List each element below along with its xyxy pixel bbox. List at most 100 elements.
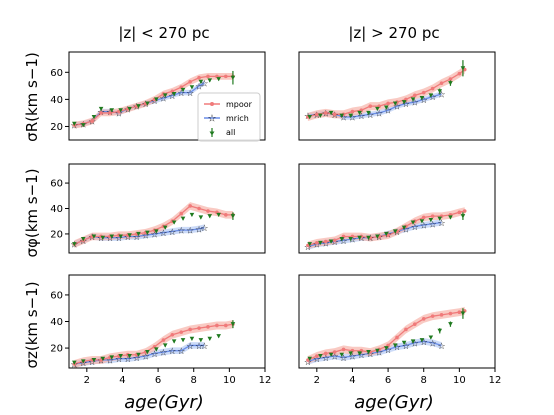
- point-mpoor: [224, 323, 228, 328]
- point-all: [392, 229, 398, 234]
- point-all: [180, 216, 186, 221]
- point-all: [348, 113, 353, 118]
- point-all: [318, 113, 323, 118]
- point-mrich: ☆: [340, 237, 348, 247]
- point-all: [127, 354, 132, 359]
- point-all: [448, 322, 453, 327]
- point-all: [339, 113, 345, 118]
- point-all: [448, 215, 453, 220]
- point-all: [328, 352, 334, 357]
- point-all: [109, 355, 115, 360]
- point-all: [136, 104, 141, 109]
- point-all: [100, 356, 106, 361]
- x-tick-label: 12: [489, 375, 502, 386]
- point-all: [339, 352, 345, 357]
- point-mpoor: [448, 311, 453, 316]
- point-mrich: ☆: [340, 113, 348, 123]
- point-all: [384, 231, 389, 237]
- point-mrich: ☆: [124, 233, 132, 243]
- point-all: [171, 91, 177, 97]
- point-all: [180, 338, 186, 343]
- point-all: [437, 216, 443, 221]
- point-mpoor: [188, 79, 192, 84]
- point-mpoor: [206, 74, 210, 79]
- point-all: [162, 93, 168, 98]
- point-mpoor: [413, 93, 417, 98]
- point-mrich: ☆: [177, 89, 185, 99]
- x-tick-label: 10: [223, 375, 236, 386]
- axes-frame: [298, 163, 496, 254]
- y-tick-label: 60: [50, 179, 63, 190]
- point-mrich: ☆: [142, 353, 150, 363]
- x-axis-label-text-left: age(Gyr): [124, 392, 204, 413]
- point-mrich: ☆: [142, 232, 150, 242]
- point-mrich: ☆: [402, 342, 410, 352]
- point-mrich: ☆: [159, 229, 167, 239]
- point-all: [230, 214, 236, 219]
- point-all: [154, 347, 159, 352]
- point-all: [366, 235, 371, 240]
- legend: mpoor ☆ mrich all: [197, 92, 261, 142]
- point-mpoor: [332, 112, 337, 117]
- point-all: [428, 217, 434, 223]
- band-mpoor: [74, 320, 233, 368]
- point-mrich: ☆: [393, 103, 401, 113]
- point-mrich: ☆: [429, 220, 437, 230]
- point-all: [230, 75, 236, 80]
- point-mpoor: [462, 209, 467, 213]
- point-mpoor: [99, 111, 103, 115]
- point-mrich: ☆: [177, 227, 185, 237]
- point-all: [145, 350, 150, 355]
- point-mpoor: [323, 239, 328, 244]
- point-mrich: ☆: [124, 355, 132, 365]
- point-mrich: ☆: [438, 342, 446, 352]
- point-all: [357, 110, 362, 116]
- panel-2: ☆☆☆☆☆☆☆☆☆☆☆☆☆☆☆☆: [298, 51, 496, 141]
- point-all: [154, 97, 159, 102]
- point-mpoor: [430, 86, 435, 91]
- point-all: [216, 212, 221, 218]
- point-all: [384, 105, 389, 110]
- y-axis-label-row1: σR(km s−1): [23, 52, 41, 142]
- axes-frame: [298, 274, 496, 369]
- point-all: [375, 106, 380, 112]
- point-mrich: ☆: [420, 338, 428, 348]
- point-mrich: ☆: [304, 243, 312, 253]
- point-mrich: ☆: [195, 82, 203, 92]
- point-mrich: ☆: [115, 234, 123, 244]
- point-mpoor: [315, 112, 319, 117]
- series-line-mrich: [307, 340, 442, 362]
- point-all: [366, 350, 371, 355]
- point-mrich: ☆: [150, 97, 158, 107]
- point-mrich: ☆: [348, 113, 356, 123]
- point-all: [318, 240, 323, 246]
- point-mrich: ☆: [402, 225, 410, 235]
- point-mpoor: [161, 338, 166, 342]
- y-axis-label-text-row3: σz(km s−1): [23, 281, 41, 368]
- point-all: [189, 336, 195, 341]
- y-tick-label: 40: [50, 204, 63, 215]
- point-mpoor: [368, 104, 373, 108]
- y-axis-label-row2: σφ(km s−1): [23, 168, 41, 257]
- point-mrich: ☆: [366, 350, 374, 360]
- point-all: [216, 77, 221, 82]
- point-mrich: ☆: [411, 99, 419, 109]
- point-all: [357, 235, 362, 240]
- point-mrich: ☆: [186, 342, 194, 352]
- panel-grid: ☆☆☆☆☆☆☆☆☆☆☆☆☆☆☆☆204060☆☆☆☆☆☆☆☆☆☆☆☆☆☆☆☆☆☆…: [50, 51, 502, 386]
- y-axis-label-text-row1: σR(km s−1): [23, 52, 41, 142]
- point-mrich: ☆: [150, 230, 158, 240]
- point-mrich: ☆: [357, 351, 365, 361]
- legend-marker-mrich: ☆: [208, 114, 217, 125]
- point-all: [384, 346, 389, 351]
- point-all: [127, 106, 132, 112]
- point-all: [145, 230, 150, 235]
- point-all: [189, 85, 195, 90]
- point-all: [127, 233, 132, 238]
- point-mrich: ☆: [411, 223, 419, 233]
- point-all: [180, 87, 186, 93]
- column-title-text-right: |z| > 270 pc: [348, 24, 439, 42]
- point-mrich: ☆: [384, 346, 392, 356]
- point-all: [339, 237, 345, 242]
- point-all: [216, 334, 221, 339]
